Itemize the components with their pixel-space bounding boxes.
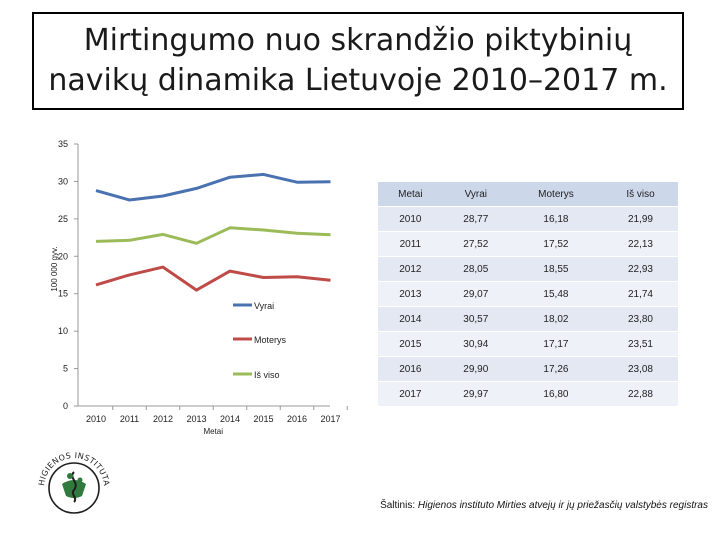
table-header-row: Metai Vyrai Moterys Iš viso bbox=[378, 182, 678, 207]
data-table: Metai Vyrai Moterys Iš viso 2010 28,77 16,… bbox=[378, 182, 678, 407]
table-cell: 28,77 bbox=[442, 206, 509, 232]
table-cell: 18,02 bbox=[508, 306, 603, 332]
x-axis-title: Metai bbox=[203, 427, 223, 436]
table-cell: 2013 bbox=[378, 281, 443, 307]
table-cell: 16,80 bbox=[508, 381, 603, 407]
legend-label: Moterys bbox=[254, 335, 287, 345]
table-cell: 2015 bbox=[378, 331, 443, 357]
y-tick-label: 5 bbox=[63, 364, 68, 374]
table-cell: 29,90 bbox=[442, 356, 509, 382]
y-axis-title: 100 000 gyv. bbox=[50, 246, 59, 291]
table-row: 2014 30,57 18,02 23,80 bbox=[378, 306, 678, 332]
table-cell: 2012 bbox=[378, 256, 443, 282]
table-cell: 23,80 bbox=[602, 306, 678, 332]
table-header-cell: Iš viso bbox=[602, 182, 678, 207]
table-cell: 21,74 bbox=[602, 281, 678, 307]
x-tick-label: 2012 bbox=[153, 414, 173, 424]
legend-label: Vyrai bbox=[254, 301, 274, 311]
series-line-vyrai bbox=[95, 172, 331, 202]
y-tick-label: 15 bbox=[58, 289, 68, 299]
table-cell: 2014 bbox=[378, 306, 443, 332]
x-tick-label: 2016 bbox=[287, 414, 307, 424]
table-cell: 2010 bbox=[378, 206, 443, 232]
y-tick-label: 20 bbox=[58, 251, 68, 261]
table-cell: 30,94 bbox=[442, 331, 509, 357]
table-cell: 22,13 bbox=[602, 231, 678, 257]
table-cell: 23,08 bbox=[602, 356, 678, 382]
table-row: 2011 27,52 17,52 22,13 bbox=[378, 231, 678, 257]
series-line-iš-viso bbox=[95, 226, 331, 245]
x-tick-label: 2013 bbox=[186, 414, 206, 424]
table-row: 2012 28,05 18,55 22,93 bbox=[378, 256, 678, 282]
table-cell: 30,57 bbox=[442, 306, 509, 332]
x-tick-label: 2011 bbox=[120, 414, 139, 424]
x-tick-label: 2017 bbox=[320, 414, 340, 424]
higienos-institutas-logo-icon: HIGIENOS INSTITUTAS bbox=[34, 446, 111, 514]
x-tick-label: 2015 bbox=[253, 414, 273, 424]
x-axis-ticks: 2010 2011 2012 2013 2014 2015 2016 2017 bbox=[86, 406, 348, 424]
table-cell: 2016 bbox=[378, 356, 443, 382]
table-cell: 17,26 bbox=[508, 356, 603, 382]
table-row: 2013 29,07 15,48 21,74 bbox=[378, 281, 678, 307]
table-cell: 2011 bbox=[378, 231, 443, 257]
y-tick-label: 0 bbox=[63, 401, 68, 411]
y-tick-label: 25 bbox=[58, 214, 68, 224]
title-box: Mirtingumo nuo skrandžio piktybinių navi… bbox=[32, 12, 684, 110]
series-lines bbox=[95, 172, 331, 292]
y-tick-label: 30 bbox=[58, 176, 68, 186]
table-cell: 21,99 bbox=[602, 206, 678, 232]
source-prefix: Šaltinis: bbox=[380, 500, 418, 511]
y-axis-ticks: 0 5 10 15 20 25 30 35 bbox=[58, 139, 78, 411]
y-tick-label: 10 bbox=[58, 326, 68, 336]
legend-label: Iš viso bbox=[254, 370, 280, 380]
table-cell: 17,52 bbox=[508, 231, 603, 257]
table-cell: 2017 bbox=[378, 381, 443, 407]
table-header-cell: Vyrai bbox=[442, 182, 509, 207]
table-body: 2010 28,77 16,18 21,99 2011 27,52 17,52 22,13 20… bbox=[378, 206, 678, 407]
table-cell: 16,18 bbox=[508, 206, 603, 232]
table-row: 2015 30,94 17,17 23,51 bbox=[378, 331, 678, 357]
table-cell: 22,93 bbox=[602, 256, 678, 282]
table-cell: 27,52 bbox=[442, 231, 509, 257]
series-line-moterys bbox=[95, 265, 331, 292]
table-cell: 18,55 bbox=[508, 256, 603, 282]
table-cell: 17,17 bbox=[508, 331, 603, 357]
table-cell: 29,97 bbox=[442, 381, 509, 407]
table-header-cell: Metai bbox=[378, 182, 443, 207]
source-text: Higienos instituto Mirties atvejų ir jų … bbox=[417, 500, 708, 511]
table-cell: 23,51 bbox=[602, 331, 678, 357]
page-title-line-2: navikų dinamika Lietuvoje 2010–2017 m. bbox=[48, 63, 668, 98]
table-cell: 28,05 bbox=[442, 256, 509, 282]
table-cell: 29,07 bbox=[442, 281, 509, 307]
x-tick-label: 2014 bbox=[220, 414, 240, 424]
table-cell: 15,48 bbox=[508, 281, 603, 307]
x-tick-label: 2010 bbox=[86, 414, 106, 424]
table-row: 2010 28,77 16,18 21,99 bbox=[378, 206, 678, 232]
source-note: Šaltinis: Higienos instituto Mirties atv… bbox=[380, 500, 708, 511]
y-tick-label: 35 bbox=[58, 139, 68, 149]
table-row: 2017 29,97 16,80 22,88 bbox=[378, 381, 678, 407]
table-header-cell: Moterys bbox=[508, 182, 603, 207]
table-cell: 22,88 bbox=[602, 381, 678, 407]
legend: Vyrai Moterys Iš viso bbox=[233, 301, 287, 380]
table-row: 2016 29,90 17,26 23,08 bbox=[378, 356, 678, 382]
page-title-line-1: Mirtingumo nuo skrandžio piktybinių bbox=[83, 23, 633, 58]
